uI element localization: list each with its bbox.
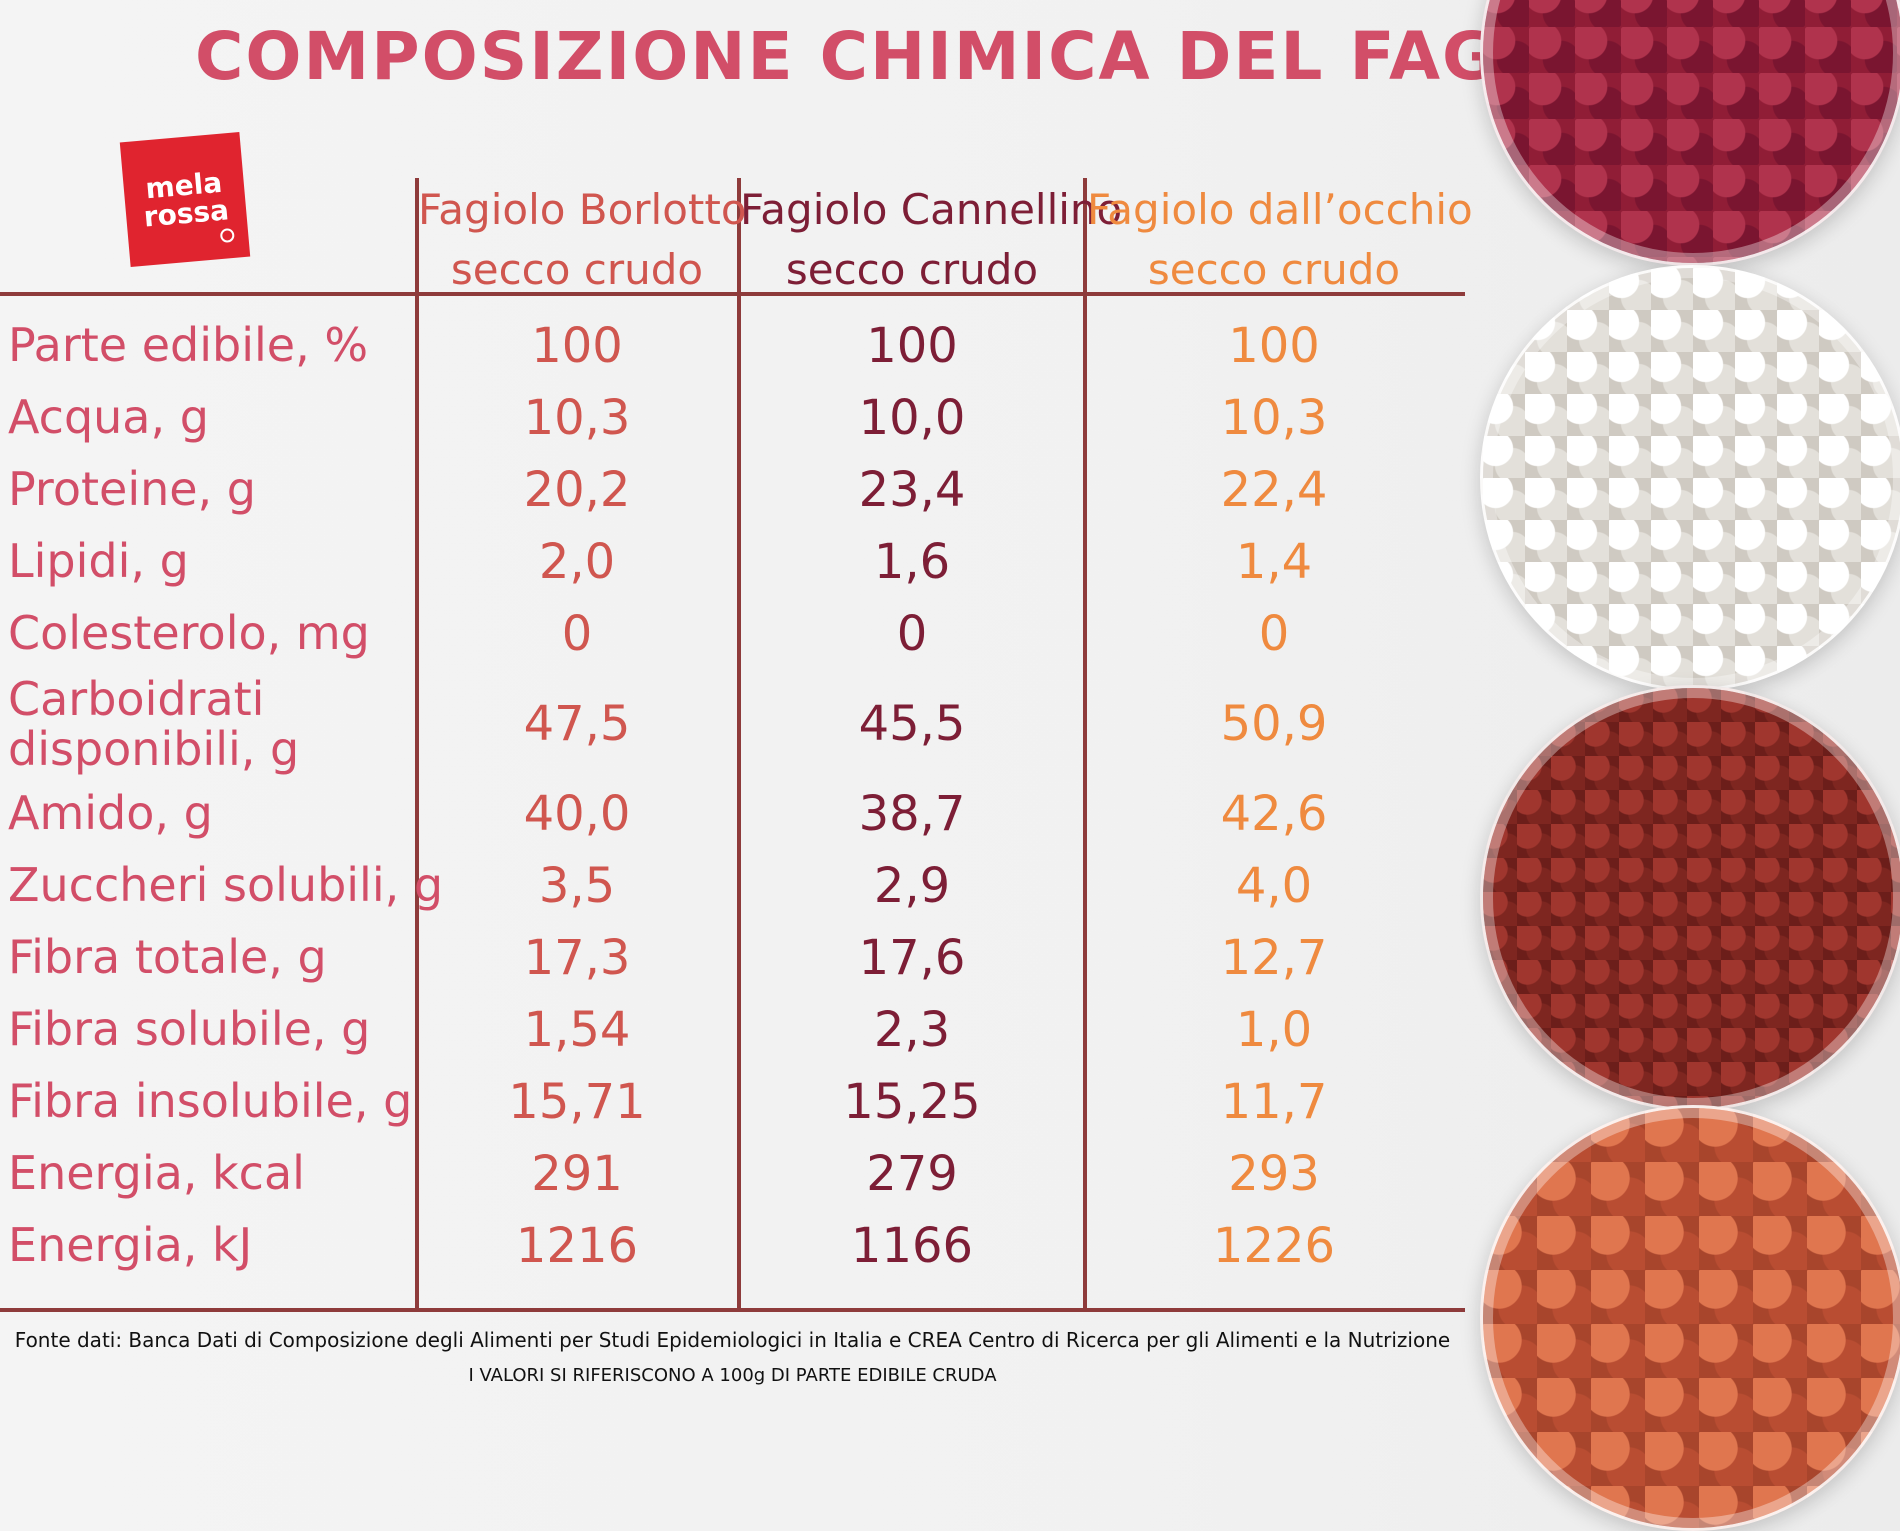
cannellini-beans-bowl — [1480, 265, 1900, 691]
table-cell: 100 — [1228, 318, 1320, 374]
red-kidney-beans-bowl — [1480, 0, 1900, 266]
table-cell: 17,3 — [523, 930, 631, 986]
table-cell: 1,0 — [1235, 1002, 1313, 1058]
column-divider — [737, 178, 741, 1312]
row-label: Acqua, g — [8, 390, 209, 444]
row-label: Proteine, g — [8, 462, 256, 516]
table-cell: 10,0 — [858, 390, 966, 446]
table-cell: 1166 — [850, 1218, 974, 1274]
table-cell: 2,0 — [538, 534, 616, 590]
source-text: Fonte dati: Banca Dati di Composizione d… — [14, 1328, 1451, 1352]
table-cell: 10,3 — [523, 390, 631, 446]
column-header-name: Fagiolo Cannellino — [740, 185, 1123, 234]
table-cell: 0 — [896, 606, 928, 662]
table-cell: 50,9 — [1220, 696, 1328, 752]
table-cell: 47,5 — [523, 696, 631, 752]
table-cell: 17,6 — [858, 930, 966, 986]
table-cell: 15,71 — [508, 1074, 646, 1130]
column-header: Fagiolo dall’occhio secco crudo — [1087, 180, 1473, 300]
row-label: Lipidi, g — [8, 534, 189, 588]
table-cell: 291 — [531, 1146, 623, 1202]
row-label: Amido, g — [8, 786, 213, 840]
row-label: Parte edibile, % — [8, 318, 369, 372]
row-label: Fibra totale, g — [8, 930, 327, 984]
table-cell: 279 — [866, 1146, 958, 1202]
table-cell: 1,54 — [523, 1002, 631, 1058]
table-cell: 1,4 — [1235, 534, 1313, 590]
row-label: Energia, kJ — [8, 1218, 253, 1272]
row-label: Carboidrati disponibili, g — [8, 672, 300, 776]
table-cell: 23,4 — [858, 462, 966, 518]
row-label: Energia, kcal — [8, 1146, 305, 1200]
column-header: Fagiolo Borlotto secco crudo — [418, 180, 747, 300]
table-cell: 12,7 — [1220, 930, 1328, 986]
row-label: Fibra insolubile, g — [8, 1074, 413, 1128]
table-cell: 11,7 — [1220, 1074, 1328, 1130]
table-cell: 100 — [866, 318, 958, 374]
column-header-sub: secco crudo — [1147, 245, 1401, 294]
table-cell: 42,6 — [1220, 786, 1328, 842]
table-cell: 1,6 — [873, 534, 951, 590]
table-cell: 2,3 — [873, 1002, 951, 1058]
page-title: COMPOSIZIONE CHIMICA DEL FAGIOLO — [195, 18, 1683, 95]
table-cell: 38,7 — [858, 786, 966, 842]
column-header: Fagiolo Cannellino secco crudo — [740, 180, 1123, 300]
table-cell: 2,9 — [873, 858, 951, 914]
unit-note: I VALORI SI RIFERISCONO A 100g DI PARTE … — [468, 1365, 997, 1386]
column-header-name: Fagiolo dall’occhio — [1087, 185, 1473, 234]
column-divider — [415, 178, 419, 1312]
table-cell: 1226 — [1212, 1218, 1336, 1274]
adzuki-beans-bowl — [1480, 685, 1900, 1111]
table-cell: 100 — [531, 318, 623, 374]
borlotti-beans-bowl — [1480, 1105, 1900, 1531]
table-cell: 0 — [1258, 606, 1290, 662]
row-label: Fibra solubile, g — [8, 1002, 371, 1056]
table-cell: 293 — [1228, 1146, 1320, 1202]
table-cell: 45,5 — [858, 696, 966, 752]
table-cell: 22,4 — [1220, 462, 1328, 518]
table-cell: 3,5 — [538, 858, 616, 914]
table-cell: 1216 — [515, 1218, 639, 1274]
table-cell: 10,3 — [1220, 390, 1328, 446]
table-cell: 4,0 — [1235, 858, 1313, 914]
column-header-sub: secco crudo — [450, 245, 704, 294]
table-bottom-line — [0, 1308, 1465, 1312]
table-cell: 20,2 — [523, 462, 631, 518]
beans-bowls — [1470, 0, 1900, 1531]
header-divider — [0, 292, 1465, 296]
column-divider — [1083, 178, 1087, 1312]
row-label: Zuccheri solubili, g — [8, 858, 444, 912]
table-cell: 40,0 — [523, 786, 631, 842]
table-cell: 0 — [561, 606, 593, 662]
row-label: Colesterolo, mg — [8, 606, 370, 660]
column-header-sub: secco crudo — [785, 245, 1039, 294]
nutrition-table: Fagiolo Borlotto secco crudo Fagiolo Canne… — [0, 170, 1473, 1312]
table-cell: 15,25 — [843, 1074, 981, 1130]
column-header-name: Fagiolo Borlotto — [418, 185, 747, 234]
